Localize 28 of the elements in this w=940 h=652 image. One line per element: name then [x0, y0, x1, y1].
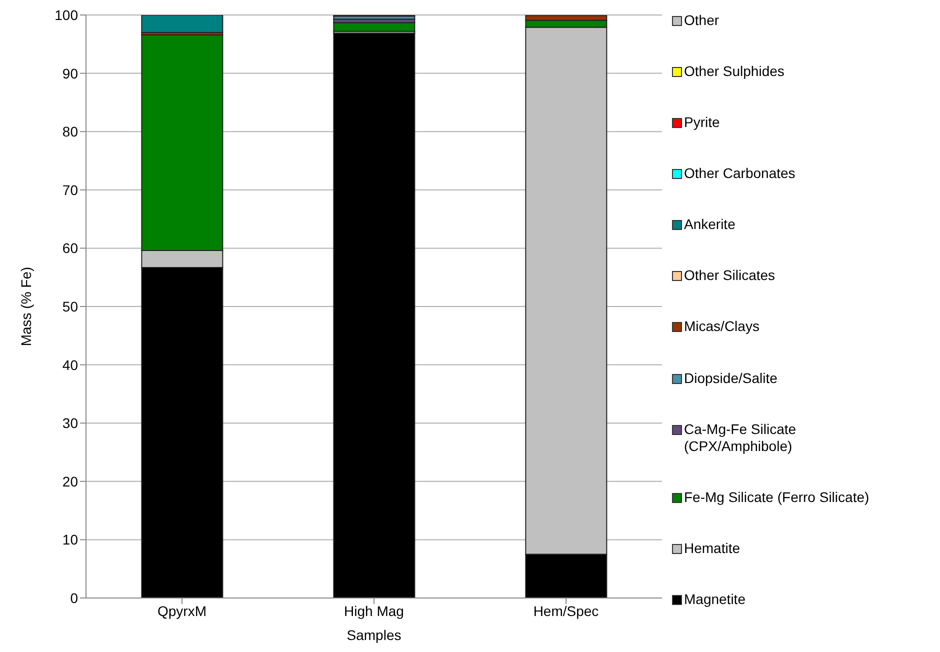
y-tick-label: 40 [62, 356, 78, 373]
legend-label: Hematite [684, 540, 740, 557]
legend-label: Ca-Mg-Fe Silicate (CPX/Amphibole) [684, 420, 798, 455]
legend-label: Micas/Clays [684, 318, 760, 336]
y-tick-label: 100 [54, 6, 78, 23]
legend-label: Ankerite [684, 216, 736, 234]
y-tick-label: 10 [62, 532, 78, 548]
legend-label: Other Carbonates [684, 165, 796, 182]
y-tick-label: 0 [70, 590, 78, 606]
y-tick-label: 50 [62, 298, 78, 314]
y-axis-title: Mass (% Fe) [18, 266, 34, 346]
x-axis-title: Samples [346, 627, 402, 643]
legend-label: Other [684, 12, 720, 29]
y-tick-label: 70 [62, 182, 78, 198]
legend-label: Pyrite [684, 114, 720, 132]
legend-label: Other Silicates [684, 267, 776, 284]
x-tick-label: High Mag [344, 602, 404, 619]
x-tick-label: QpyrxM [158, 602, 206, 619]
y-tick-label: 80 [62, 124, 78, 140]
legend-label: Other Sulphides [684, 63, 784, 80]
y-tick-label: 90 [62, 65, 78, 82]
y-tick-label: 20 [62, 473, 78, 490]
y-tick-label: 30 [62, 415, 78, 432]
legend-label: Magnetite [684, 590, 746, 608]
legend-label: Diopside/Salite [684, 370, 778, 387]
x-tick-label: Hem/Spec [533, 602, 599, 619]
y-tick-label: 60 [62, 240, 78, 256]
legend-label: Fe-Mg Silicate (Ferro Silicate) [684, 488, 870, 506]
